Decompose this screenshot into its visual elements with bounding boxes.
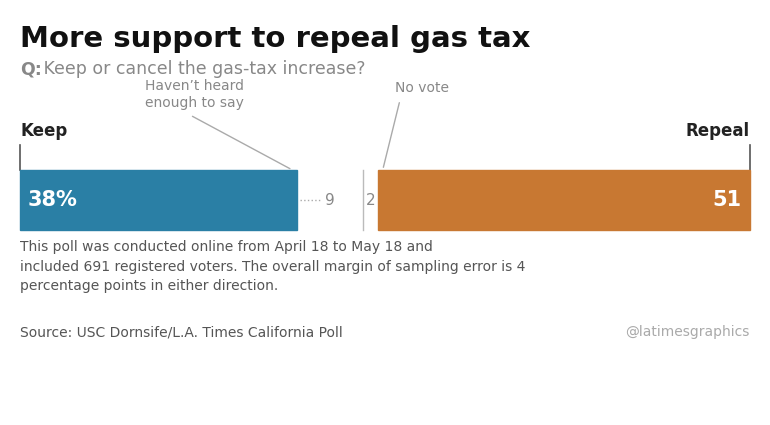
Text: 2: 2 [366,193,375,207]
Text: Repeal: Repeal [686,122,750,140]
Text: This poll was conducted online from April 18 to May 18 and
included 691 register: This poll was conducted online from Apri… [20,240,525,293]
Bar [378,170,750,230]
Text: 9: 9 [326,193,335,207]
Text: @latimesgraphics: @latimesgraphics [625,325,750,339]
Text: 51: 51 [713,190,742,210]
Text: Keep or cancel the gas-tax increase?: Keep or cancel the gas-tax increase? [38,60,366,78]
Bar [20,170,297,230]
Text: More support to repeal gas tax: More support to repeal gas tax [20,25,531,53]
Text: Source: USC Dornsife/L.A. Times California Poll: Source: USC Dornsife/L.A. Times Californ… [20,325,343,339]
Text: Haven’t heard
enough to say: Haven’t heard enough to say [145,79,244,110]
Text: 38%: 38% [28,190,78,210]
Text: Q:: Q: [20,60,42,78]
Text: No vote: No vote [395,81,449,95]
Text: Keep: Keep [20,122,67,140]
